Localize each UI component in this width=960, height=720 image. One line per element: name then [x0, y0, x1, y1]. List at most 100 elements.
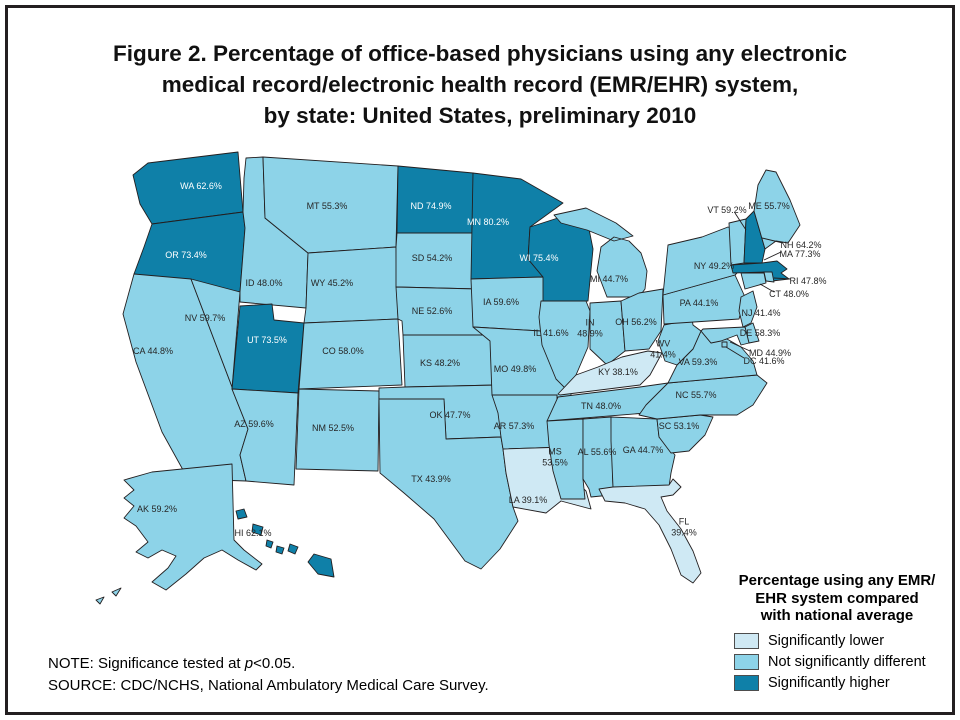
- state-label-LA: LA 39.1%: [509, 495, 548, 505]
- state-label-GA: GA 44.7%: [623, 445, 664, 455]
- state-UT: [231, 303, 305, 394]
- state-AK: [95, 463, 263, 605]
- state-label-AZ: AZ 59.6%: [234, 419, 274, 429]
- legend-swatch-higher: [734, 674, 759, 691]
- state-TX: [378, 398, 519, 570]
- state-MD: [700, 326, 750, 346]
- figure-title-line-2: medical record/electronic health record …: [161, 72, 799, 97]
- state-HI: [235, 508, 335, 578]
- state-label-WA: WA 62.6%: [180, 181, 222, 191]
- legend-item-label: Significantly higher: [768, 674, 890, 691]
- state-label-VA: VA 59.3%: [679, 357, 718, 367]
- state-label-VT: VT 59.2%: [707, 205, 746, 215]
- state-label-MS: MS 53.5%: [542, 447, 568, 468]
- legend-swatch-not_different: [734, 653, 759, 670]
- state-label-DC: DC 41.6%: [743, 356, 784, 366]
- state-label-ND: ND 74.9%: [410, 201, 451, 211]
- state-label-ID: ID 48.0%: [245, 278, 282, 288]
- state-label-MD: MD 44.9%: [749, 348, 791, 358]
- note-p-symbol: p: [244, 655, 254, 672]
- leader-MD: [729, 341, 751, 352]
- legend-title: Percentage using any EMR/ EHR system com…: [716, 572, 958, 625]
- note-line: NOTE: Significance tested at p<0.05.: [48, 655, 296, 672]
- legend-item-label: Significantly lower: [768, 632, 885, 649]
- legend-swatch-lower: [734, 632, 759, 649]
- figure-notes: NOTE: Significance tested at p<0.05. SOU…: [48, 653, 489, 697]
- figure-title-line-3: by state: United States, preliminary 201…: [263, 103, 697, 128]
- leader-RI: [773, 277, 792, 280]
- state-label-NC: NC 55.7%: [675, 390, 716, 400]
- leader-VT: [734, 212, 747, 231]
- state-label-WI: WI 75.4%: [519, 253, 558, 263]
- legend-items: Significantly lower Not significantly dif…: [734, 632, 958, 691]
- leader-MA: [763, 251, 782, 261]
- state-CO: [298, 318, 403, 390]
- leader-DC: [725, 346, 745, 359]
- state-label-NV: NV 59.7%: [185, 313, 226, 323]
- state-label-AR: AR 57.3%: [494, 421, 535, 431]
- state-label-OH: OH 56.2%: [615, 317, 657, 327]
- state-label-UT: UT 73.5%: [247, 335, 287, 345]
- state-label-NY: NY 49.2%: [694, 261, 734, 271]
- state-label-MI: MI 44.7%: [590, 274, 628, 284]
- figure-title-line-1: Figure 2. Percentage of office-based phy…: [113, 41, 847, 66]
- state-OH: [620, 288, 664, 352]
- state-label-IL: IL 41.6%: [533, 328, 568, 338]
- state-AL: [582, 416, 614, 498]
- state-label-DE: DE 58.3%: [740, 328, 781, 338]
- state-MI: [553, 207, 648, 298]
- legend-title-line-1: Percentage using any EMR/: [738, 572, 936, 589]
- state-label-IA: IA 59.6%: [483, 297, 519, 307]
- state-NM: [295, 388, 380, 472]
- state-KY: [557, 350, 663, 396]
- state-label-TN: TN 48.0%: [581, 401, 621, 411]
- state-label-TX: TX 43.9%: [411, 474, 451, 484]
- state-AZ: [231, 388, 299, 486]
- state-label-KY: KY 38.1%: [598, 367, 638, 377]
- legend-item-not_different: Not significantly different: [734, 653, 958, 670]
- legend-title-line-3: with national average: [760, 607, 914, 624]
- state-ND: [396, 165, 476, 234]
- state-label-NE: NE 52.6%: [412, 306, 453, 316]
- legend-item-higher: Significantly higher: [734, 674, 958, 691]
- leader-NH: [761, 237, 784, 244]
- state-label-SD: SD 54.2%: [412, 253, 453, 263]
- state-label-MT: MT 55.3%: [307, 201, 348, 211]
- state-label-CO: CO 58.0%: [322, 346, 364, 356]
- state-NJ: [738, 290, 758, 328]
- state-label-KS: KS 48.2%: [420, 358, 460, 368]
- state-label-CT: CT 48.0%: [769, 289, 809, 299]
- state-FL: [598, 478, 702, 584]
- state-label-HI: HI 62.1%: [234, 528, 271, 538]
- figure-title: Figure 2. Percentage of office-based phy…: [0, 38, 960, 131]
- legend-title-line-2: EHR system compared: [755, 589, 919, 607]
- state-label-AK: AK 59.2%: [137, 504, 177, 514]
- state-label-CA: CA 44.8%: [133, 346, 173, 356]
- state-label-NJ: NJ 41.4%: [741, 308, 780, 318]
- state-label-MO: MO 49.8%: [494, 364, 537, 374]
- state-label-FL: FL 39.4%: [671, 517, 697, 538]
- state-CT: [740, 272, 767, 290]
- state-label-SC: SC 53.1%: [659, 421, 700, 431]
- state-label-WV: WV 41.4%: [650, 339, 676, 360]
- state-MA: [730, 260, 790, 282]
- state-label-PA: PA 44.1%: [680, 298, 719, 308]
- state-label-AL: AL 55.6%: [578, 447, 617, 457]
- leader-CT: [759, 283, 775, 293]
- state-ME: [753, 169, 801, 250]
- state-label-OK: OK 47.7%: [429, 410, 470, 420]
- state-NH: [743, 210, 766, 264]
- legend-item-label: Not significantly different: [768, 653, 926, 670]
- state-label-MA: MA 77.3%: [779, 249, 820, 259]
- state-label-ME: ME 55.7%: [748, 201, 790, 211]
- map-legend: Percentage using any EMR/ EHR system com…: [716, 572, 958, 696]
- state-label-WY: WY 45.2%: [311, 278, 353, 288]
- state-label-NH: NH 64.2%: [780, 240, 821, 250]
- state-label-OR: OR 73.4%: [165, 250, 207, 260]
- state-label-MN: MN 80.2%: [467, 217, 509, 227]
- state-label-NM: NM 52.5%: [312, 423, 354, 433]
- source-line: SOURCE: CDC/NCHS, National Ambulatory Me…: [48, 677, 489, 694]
- state-label-IN: IN 48.9%: [577, 318, 603, 339]
- legend-item-lower: Significantly lower: [734, 632, 958, 649]
